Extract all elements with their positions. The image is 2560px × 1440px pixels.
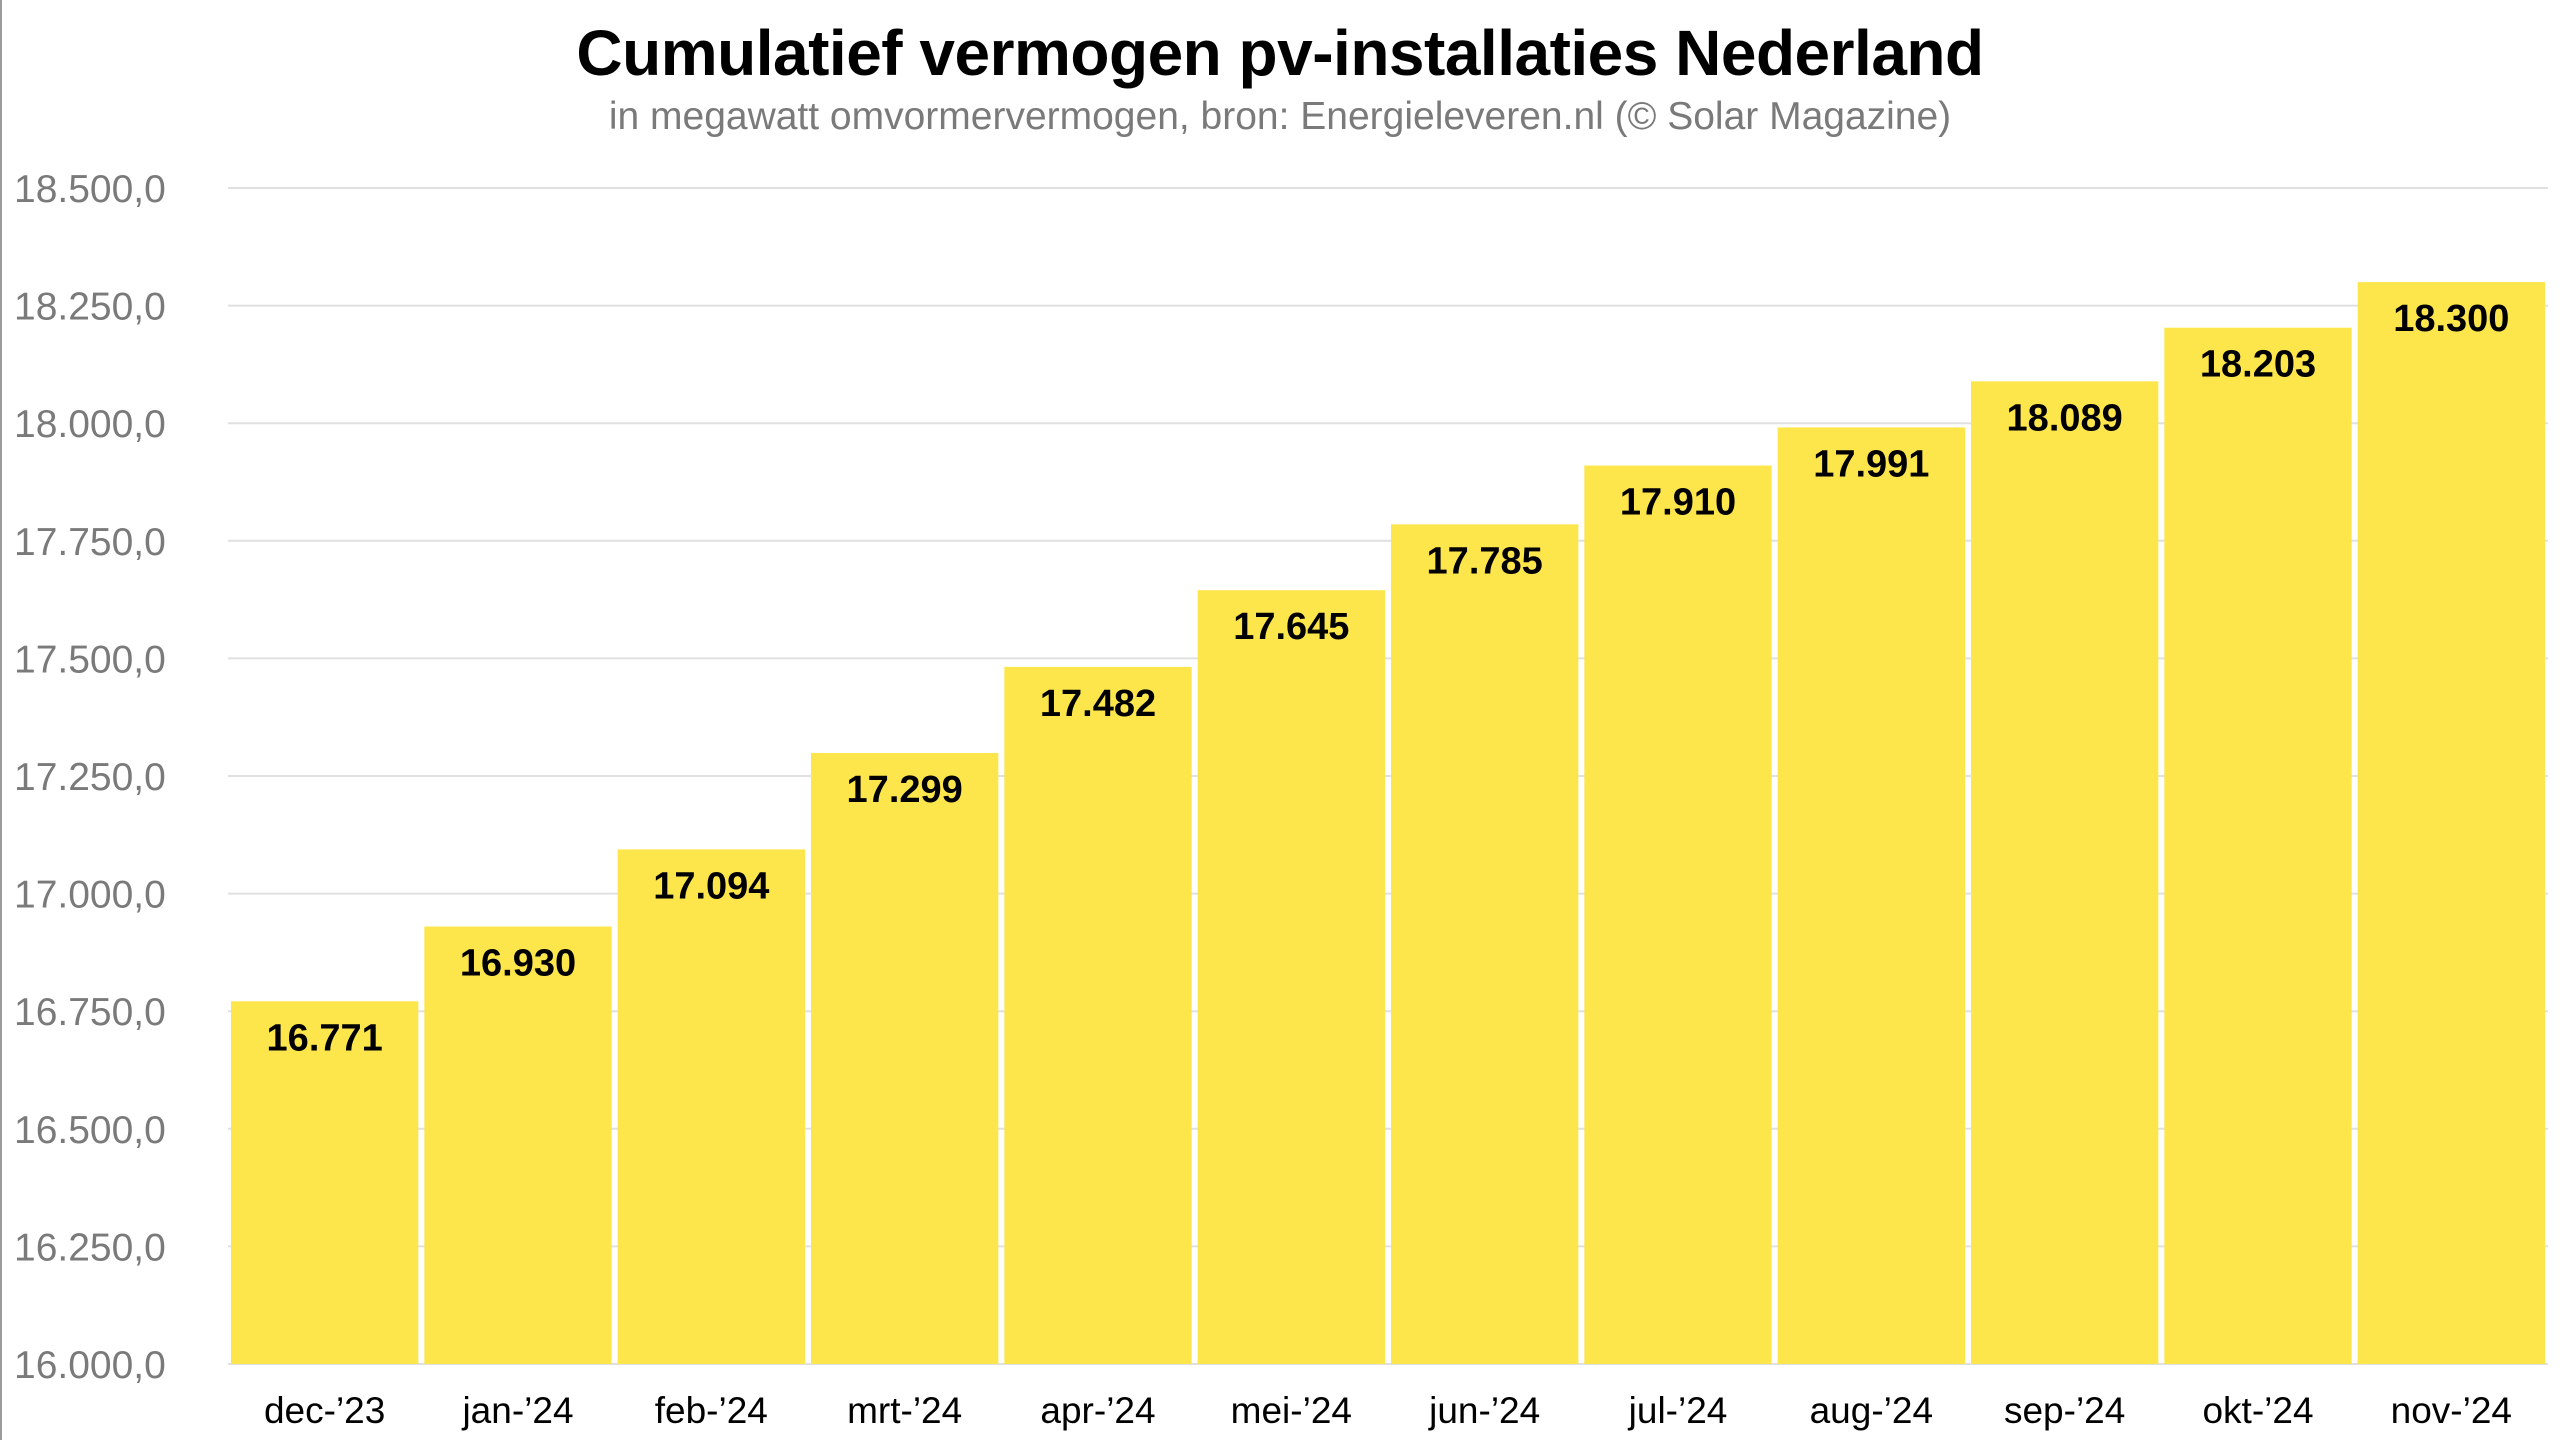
x-tick-label: jan-’24 <box>461 1390 573 1431</box>
data-label: 17.645 <box>1233 606 1349 648</box>
bar <box>811 752 999 1364</box>
x-tick-label: mrt-’24 <box>847 1390 962 1431</box>
data-label: 17.785 <box>1427 540 1543 582</box>
bar <box>231 1001 419 1364</box>
data-label: 17.094 <box>653 865 769 907</box>
bar <box>1004 666 1192 1364</box>
data-label: 18.300 <box>2393 298 2509 340</box>
bars <box>231 282 2545 1365</box>
data-label: 17.910 <box>1620 482 1736 524</box>
data-labels: 16.771 16.930 17.094 17.299 17.482 17.645 17.7… <box>267 298 2510 1059</box>
bar <box>1391 524 1579 1364</box>
y-tick-label: 17.750,0 <box>14 521 166 564</box>
y-tick-label: 17.250,0 <box>14 756 166 799</box>
x-tick-label: aug-’24 <box>1810 1390 1933 1431</box>
chart-title: Cumulatief vermogen pv-installaties Nede… <box>576 17 1984 89</box>
x-tick-label: nov-’24 <box>2391 1390 2512 1431</box>
data-label: 17.991 <box>1813 443 1929 485</box>
bar <box>617 849 805 1364</box>
x-tick-label: apr-’24 <box>1040 1390 1155 1431</box>
y-tick-label: 16.000,0 <box>14 1344 166 1387</box>
x-tick-label: okt-’24 <box>2202 1390 2313 1431</box>
x-tick-label: feb-’24 <box>655 1390 768 1431</box>
y-tick-label: 17.000,0 <box>14 874 166 917</box>
y-tick-label: 18.500,0 <box>14 168 166 211</box>
data-label: 16.771 <box>267 1017 383 1059</box>
chart-subtitle: in megawatt omvormervermogen, bron: Ener… <box>608 95 1952 138</box>
data-label: 17.299 <box>847 769 963 811</box>
y-axis-ticks: 16.000,0 16.250,0 16.500,0 16.750,0 17.000,0… <box>14 168 166 1387</box>
x-tick-label: mei-’24 <box>1231 1390 1352 1431</box>
bar <box>1584 465 1772 1364</box>
gridlines <box>228 187 2548 1365</box>
y-tick-label: 18.250,0 <box>14 286 166 329</box>
x-tick-label: sep-’24 <box>2004 1390 2125 1431</box>
data-label: 17.482 <box>1040 683 1156 725</box>
bar <box>424 926 612 1364</box>
y-tick-label: 18.000,0 <box>14 403 166 446</box>
left-border <box>0 0 2 1440</box>
bar <box>1777 427 1965 1364</box>
bar <box>1197 590 1385 1364</box>
x-tick-label: jun-’24 <box>1428 1390 1540 1431</box>
x-tick-label: dec-’23 <box>264 1390 385 1431</box>
y-tick-label: 16.250,0 <box>14 1226 166 1269</box>
x-axis-ticks: dec-’23 jan-’24 feb-’24 mrt-’24 apr-’24 mei-’… <box>264 1390 2512 1431</box>
y-tick-label: 17.500,0 <box>14 638 166 681</box>
x-tick-label: jul-’24 <box>1628 1390 1728 1431</box>
data-label: 18.089 <box>2007 397 2123 439</box>
bar <box>2164 327 2352 1365</box>
y-tick-label: 16.750,0 <box>14 991 166 1034</box>
data-label: 16.930 <box>460 943 576 985</box>
bar <box>2357 282 2545 1365</box>
bar <box>1971 381 2159 1364</box>
data-label: 18.203 <box>2200 344 2316 386</box>
y-tick-label: 16.500,0 <box>14 1109 166 1152</box>
